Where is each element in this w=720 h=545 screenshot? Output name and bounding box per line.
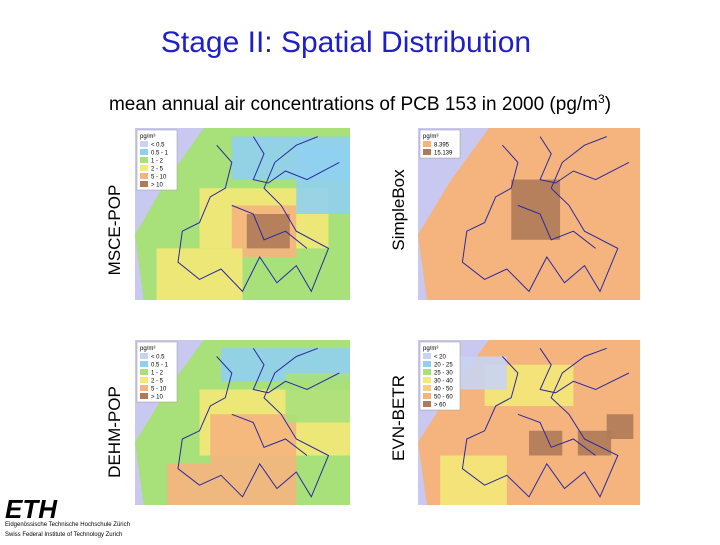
model-label: EVN-BETR [389, 375, 408, 461]
concentration-area [511, 179, 561, 240]
logo-line: Eidgenössische Technische Hochschule Zür… [5, 522, 130, 528]
map-panel: pg/m³ < 20 20 - 25 25 - 30 30 - 40 40 - 50 50 … [418, 340, 640, 505]
legend-label: 2 - 5 [151, 379, 164, 385]
map-panel: pg/m³ < 0.5 0.5 - 1 1 - 2 2 - 5 5 - 10 > 10 [135, 340, 350, 505]
concentration-area [210, 414, 297, 464]
legend-label: < 0.5 [151, 355, 165, 361]
legend-swatch [423, 141, 431, 147]
legend-label: 40 - 50 [434, 387, 453, 393]
legend-label: 15.139 [434, 151, 453, 157]
concentration-area [451, 356, 507, 390]
model-label: DEHM-POP [105, 386, 124, 478]
legend-label: 2 - 5 [151, 167, 164, 173]
coastline [517, 204, 596, 249]
legend-swatch [140, 361, 148, 367]
legend-label: 0.5 - 1 [151, 151, 169, 157]
legend-swatch [423, 149, 431, 155]
legend-label: 5 - 10 [151, 387, 167, 393]
coastline [231, 204, 308, 249]
coastline [231, 413, 308, 456]
coastline [461, 347, 619, 498]
concentration-area [246, 214, 290, 249]
legend: pg/m³ < 20 20 - 25 25 - 30 30 - 40 40 - 50 50 … [419, 341, 461, 411]
legend-swatch [423, 401, 431, 407]
legend-unit: pg/m³ [140, 346, 155, 352]
legend-swatch [423, 353, 431, 359]
legend-label: 5 - 10 [151, 175, 167, 181]
legend-label: < 20 [434, 355, 447, 361]
coastline [177, 347, 330, 498]
model-label: SimpleBox [389, 169, 408, 251]
map-panel: pg/m³ 8.395 15.139 [418, 128, 640, 300]
legend-swatch [140, 377, 148, 383]
legend-label: 1 - 2 [151, 159, 164, 165]
legend-label: 25 - 30 [434, 371, 453, 377]
subtitle-end: ) [605, 94, 611, 115]
subtitle-sup: 3 [598, 92, 605, 106]
coastline [539, 136, 630, 184]
legend: pg/m³ < 0.5 0.5 - 1 1 - 2 2 - 5 5 - 10 > 10 [136, 129, 178, 191]
legend-swatch [140, 385, 148, 391]
legend-label: 20 - 25 [434, 363, 453, 369]
legend-label: 0.5 - 1 [151, 363, 169, 369]
legend-swatch [140, 157, 148, 163]
legend-swatch [140, 369, 148, 375]
legend: pg/m³ 8.395 15.139 [419, 129, 461, 159]
coastline [252, 136, 340, 184]
concentration-area [296, 145, 350, 214]
legend-swatch [423, 385, 431, 391]
legend-label: 50 - 60 [434, 395, 453, 401]
concentration-area [606, 414, 634, 439]
legend-swatch [423, 393, 431, 399]
concentration-area [577, 430, 612, 456]
coastline [539, 348, 630, 394]
concentration-area [285, 373, 350, 423]
legend-swatch [140, 393, 148, 399]
coastline [517, 413, 596, 456]
legend-unit: pg/m³ [423, 346, 438, 352]
coastline [461, 136, 619, 293]
concentration-area [156, 248, 243, 300]
logo-mark: ETH [5, 494, 58, 524]
legend-label: > 60 [434, 403, 447, 409]
legend-label: 8.395 [434, 143, 450, 149]
legend-swatch [423, 369, 431, 375]
concentration-area [167, 463, 297, 505]
legend-label: > 10 [151, 183, 164, 189]
legend-label: < 0.5 [151, 143, 165, 149]
slide-title: Stage II: Spatial Distribution [161, 26, 531, 59]
legend-swatch [140, 181, 148, 187]
subtitle: mean annual air concentrations of PCB 15… [109, 92, 611, 115]
legend-swatch [140, 165, 148, 171]
legend-swatch [140, 141, 148, 147]
model-label: MSCE-POP [105, 185, 124, 276]
legend-swatch [140, 173, 148, 179]
coastline [177, 136, 330, 293]
legend-swatch [423, 361, 431, 367]
legend-label: 1 - 2 [151, 371, 164, 377]
legend-swatch [140, 149, 148, 155]
map-panel: pg/m³ < 0.5 0.5 - 1 1 - 2 2 - 5 5 - 10 > 10 [135, 128, 350, 300]
coastline [252, 348, 340, 394]
legend-swatch [423, 377, 431, 383]
legend-label: 30 - 40 [434, 379, 453, 385]
subtitle-text: mean annual air concentrations of PCB 15… [109, 94, 598, 115]
logo-line: Swiss Federal Institute of Technology Zu… [5, 532, 122, 538]
legend-swatch [140, 353, 148, 359]
legend-unit: pg/m³ [423, 134, 438, 140]
legend-label: > 10 [151, 395, 164, 401]
legend: pg/m³ < 0.5 0.5 - 1 1 - 2 2 - 5 5 - 10 > 10 [136, 341, 178, 403]
legend-unit: pg/m³ [140, 134, 155, 140]
